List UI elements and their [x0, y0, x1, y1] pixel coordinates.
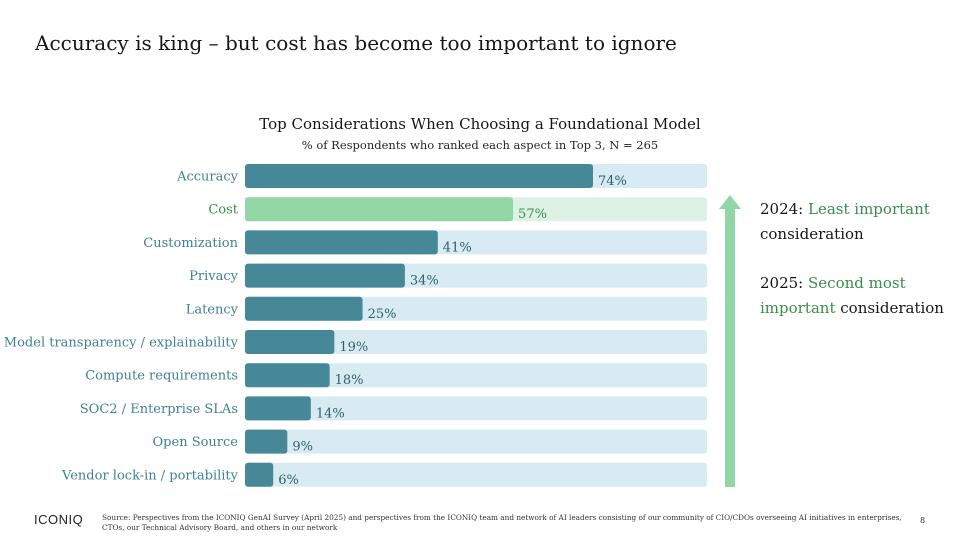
category-label: Accuracy	[176, 170, 239, 185]
category-label: Compute requirements	[85, 369, 238, 384]
value-label: 18%	[335, 373, 364, 388]
category-label: Cost	[208, 203, 238, 218]
category-label: Model transparency / explainability	[4, 336, 239, 351]
bar-track	[245, 396, 707, 421]
category-label: SOC2 / Enterprise SLAs	[80, 402, 238, 417]
category-label: Vendor lock-in / portability	[61, 468, 239, 483]
note-2025-highlight-2: important	[760, 299, 836, 317]
category-label: Latency	[186, 302, 239, 317]
value-label: 34%	[410, 274, 439, 289]
bar	[245, 296, 363, 321]
bar	[245, 164, 593, 188]
note-2025-rest: consideration	[840, 299, 944, 317]
bar-track	[245, 462, 707, 487]
bar-chart: Accuracy 74% Cost 57% Customization 41% Privac…	[4, 164, 707, 488]
value-label: 9%	[292, 440, 313, 455]
note-2025-highlight-1: Second most	[808, 274, 906, 292]
note-2025: 2025: Second most important consideratio…	[760, 271, 944, 321]
iconiq-logo: ICONIQ	[34, 512, 84, 527]
bar	[245, 197, 514, 222]
category-label: Customization	[143, 236, 238, 251]
note-2024-year: 2024:	[760, 200, 804, 218]
bar-track	[245, 363, 707, 388]
bar	[245, 363, 330, 388]
value-label: 74%	[598, 174, 627, 189]
source-note: Source: Perspectives from the ICONIQ Gen…	[102, 513, 902, 532]
value-label: 41%	[443, 240, 472, 255]
category-label: Privacy	[189, 269, 238, 284]
chart-title: Top Considerations When Choosing a Found…	[259, 115, 701, 133]
note-2024: 2024: Least important consideration	[760, 197, 930, 247]
bar	[245, 429, 288, 454]
bar	[245, 396, 311, 421]
bar	[245, 230, 438, 255]
slide-title: Accuracy is king – but cost has become t…	[35, 31, 677, 55]
note-2024-highlight: Least important	[808, 200, 930, 218]
up-arrow-icon	[719, 195, 741, 487]
value-label: 25%	[368, 307, 397, 322]
page-number: 8	[920, 516, 926, 525]
value-label: 57%	[518, 207, 547, 222]
bar	[245, 462, 274, 487]
bar	[245, 330, 335, 354]
bar-track	[245, 330, 707, 354]
note-2025-year: 2025:	[760, 274, 804, 292]
value-label: 14%	[316, 406, 345, 421]
value-label: 6%	[278, 473, 299, 488]
bar-track	[245, 429, 707, 454]
bar	[245, 263, 405, 288]
category-label: Open Source	[153, 435, 239, 450]
value-label: 19%	[339, 340, 368, 355]
chart-subtitle: % of Respondents who ranked each aspect …	[301, 138, 659, 152]
note-2024-rest: consideration	[760, 225, 864, 243]
